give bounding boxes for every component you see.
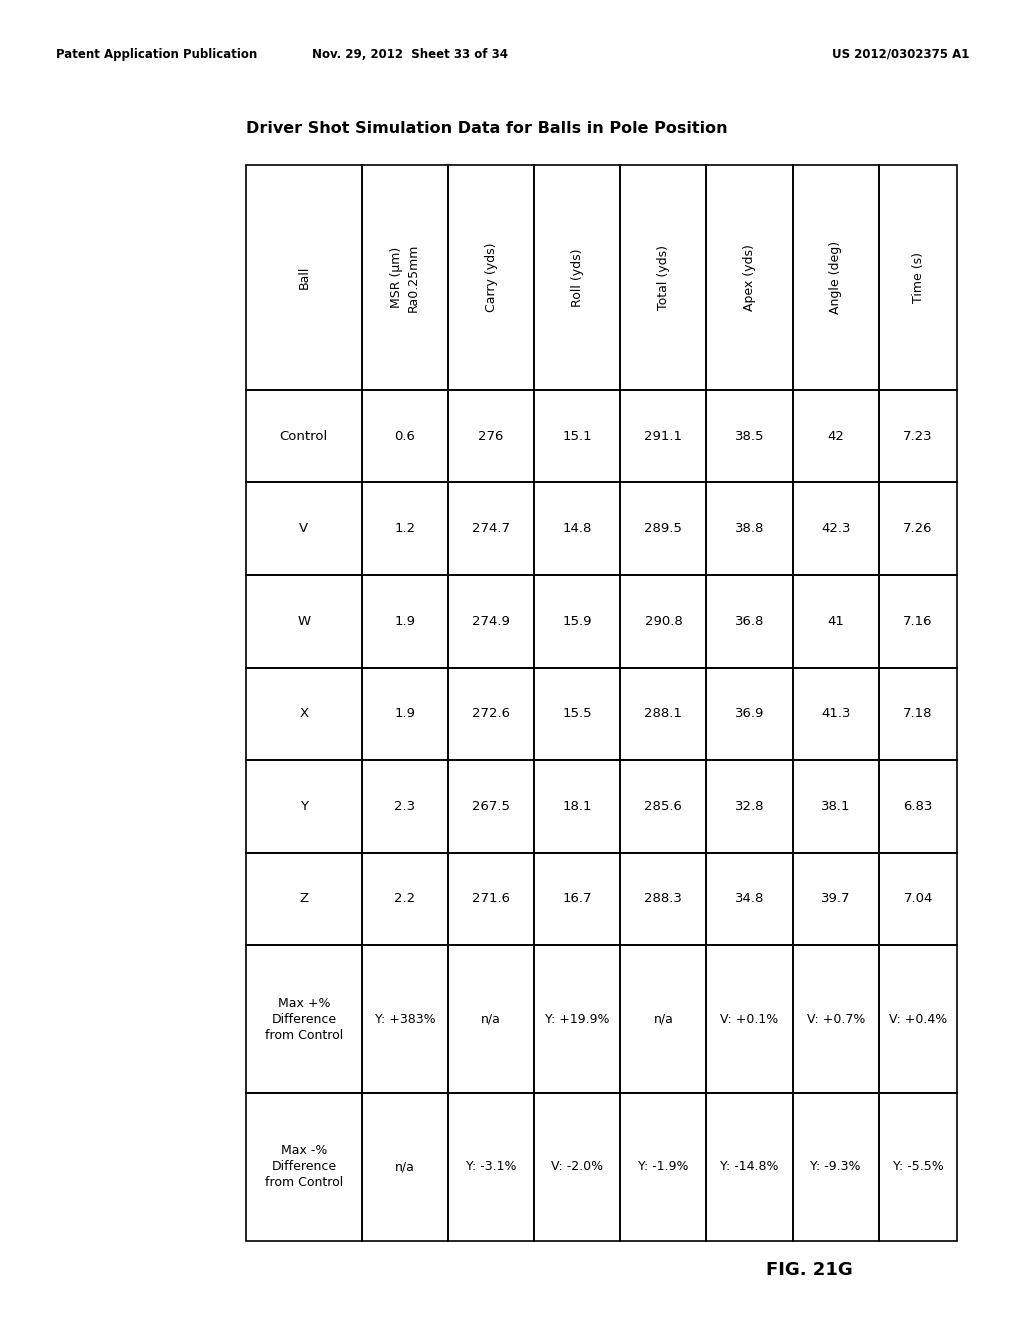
Text: 288.1: 288.1 <box>644 708 682 721</box>
Text: 272.6: 272.6 <box>472 708 510 721</box>
Text: Angle (deg): Angle (deg) <box>829 242 842 314</box>
Text: Y: -14.8%: Y: -14.8% <box>720 1160 779 1173</box>
Text: n/a: n/a <box>653 1012 674 1026</box>
Text: V: +0.4%: V: +0.4% <box>889 1012 947 1026</box>
Text: 290.8: 290.8 <box>644 615 682 628</box>
Text: Ball: Ball <box>297 265 310 289</box>
Text: 42: 42 <box>827 430 844 442</box>
Text: W: W <box>297 615 310 628</box>
Text: X: X <box>299 708 308 721</box>
Text: Y: +383%: Y: +383% <box>375 1012 435 1026</box>
Text: 0.6: 0.6 <box>394 430 416 442</box>
Text: V: +0.1%: V: +0.1% <box>721 1012 778 1026</box>
Text: 7.04: 7.04 <box>903 892 933 906</box>
Text: 6.83: 6.83 <box>903 800 933 813</box>
Text: US 2012/0302375 A1: US 2012/0302375 A1 <box>833 48 970 61</box>
Text: 18.1: 18.1 <box>562 800 592 813</box>
Text: 7.16: 7.16 <box>903 615 933 628</box>
Text: Nov. 29, 2012  Sheet 33 of 34: Nov. 29, 2012 Sheet 33 of 34 <box>311 48 508 61</box>
Text: 267.5: 267.5 <box>472 800 510 813</box>
Text: n/a: n/a <box>481 1012 501 1026</box>
Text: Apex (yds): Apex (yds) <box>743 244 756 312</box>
Text: 2.3: 2.3 <box>394 800 416 813</box>
Text: 32.8: 32.8 <box>735 800 764 813</box>
Text: FIG. 21G: FIG. 21G <box>766 1261 852 1279</box>
Text: 38.5: 38.5 <box>735 430 764 442</box>
Text: 7.23: 7.23 <box>903 430 933 442</box>
Text: Y: -5.5%: Y: -5.5% <box>893 1160 943 1173</box>
Text: Z: Z <box>299 892 308 906</box>
Text: 42.3: 42.3 <box>821 523 851 535</box>
Text: 14.8: 14.8 <box>562 523 592 535</box>
Text: Carry (yds): Carry (yds) <box>484 243 498 313</box>
Text: Y: -9.3%: Y: -9.3% <box>810 1160 861 1173</box>
Text: 276: 276 <box>478 430 504 442</box>
Text: Control: Control <box>280 430 328 442</box>
Text: Y: -3.1%: Y: -3.1% <box>466 1160 516 1173</box>
Text: 36.8: 36.8 <box>735 615 764 628</box>
Text: 7.26: 7.26 <box>903 523 933 535</box>
Text: 274.7: 274.7 <box>472 523 510 535</box>
Text: 1.9: 1.9 <box>394 615 416 628</box>
Text: 271.6: 271.6 <box>472 892 510 906</box>
Text: 34.8: 34.8 <box>735 892 764 906</box>
Text: 41.3: 41.3 <box>821 708 851 721</box>
Text: 289.5: 289.5 <box>644 523 682 535</box>
Text: Driver Shot Simulation Data for Balls in Pole Position: Driver Shot Simulation Data for Balls in… <box>246 121 727 136</box>
Text: Max +%
Difference
from Control: Max +% Difference from Control <box>264 997 343 1041</box>
Text: Patent Application Publication: Patent Application Publication <box>56 48 258 61</box>
Text: MSR (μm)
Ra0.25mm: MSR (μm) Ra0.25mm <box>390 243 420 312</box>
Text: 15.9: 15.9 <box>562 615 592 628</box>
Text: 2.2: 2.2 <box>394 892 416 906</box>
Text: 1.9: 1.9 <box>394 708 416 721</box>
Text: 15.1: 15.1 <box>562 430 592 442</box>
Text: 41: 41 <box>827 615 844 628</box>
Text: 291.1: 291.1 <box>644 430 682 442</box>
Text: 274.9: 274.9 <box>472 615 510 628</box>
Text: 16.7: 16.7 <box>562 892 592 906</box>
Text: 38.8: 38.8 <box>735 523 764 535</box>
Text: 7.18: 7.18 <box>903 708 933 721</box>
Text: 39.7: 39.7 <box>821 892 851 906</box>
Text: Y: Y <box>300 800 308 813</box>
Text: V: V <box>299 523 308 535</box>
Text: 288.3: 288.3 <box>644 892 682 906</box>
Text: 1.2: 1.2 <box>394 523 416 535</box>
Text: Time (s): Time (s) <box>911 252 925 304</box>
Text: 38.1: 38.1 <box>821 800 851 813</box>
Text: V: +0.7%: V: +0.7% <box>807 1012 865 1026</box>
Text: Y: -1.9%: Y: -1.9% <box>638 1160 689 1173</box>
Text: 285.6: 285.6 <box>644 800 682 813</box>
Text: Y: +19.9%: Y: +19.9% <box>545 1012 609 1026</box>
Text: 15.5: 15.5 <box>562 708 592 721</box>
Text: 36.9: 36.9 <box>735 708 764 721</box>
Text: V: -2.0%: V: -2.0% <box>551 1160 603 1173</box>
Text: Max -%
Difference
from Control: Max -% Difference from Control <box>264 1144 343 1189</box>
Text: n/a: n/a <box>395 1160 415 1173</box>
Text: Roll (yds): Roll (yds) <box>570 248 584 306</box>
Text: Total (yds): Total (yds) <box>657 246 670 310</box>
